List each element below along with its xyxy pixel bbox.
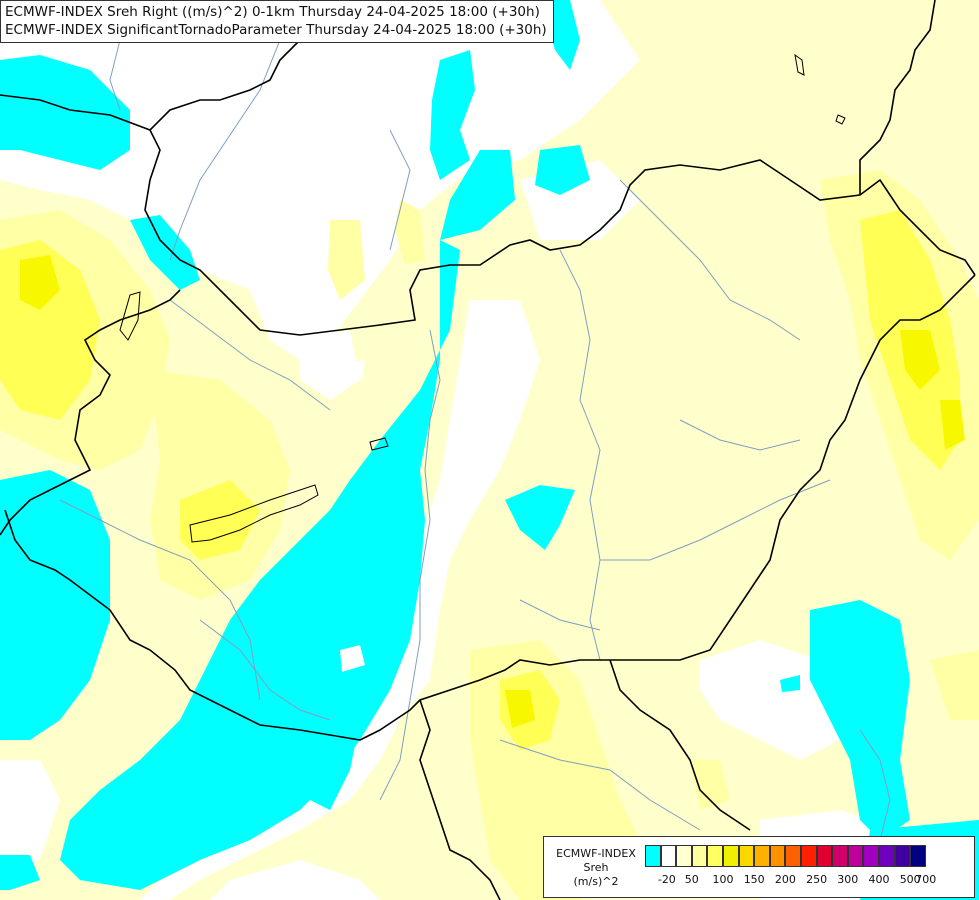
legend-swatch (800, 845, 817, 867)
legend-swatch (691, 845, 708, 867)
legend-swatch (660, 845, 677, 867)
legend-tick-label: 50 (684, 873, 699, 886)
legend-tick-label: 250 (806, 873, 828, 886)
legend-swatch (910, 845, 926, 867)
legend-unit: (m/s)^2 (573, 875, 619, 888)
legend-swatch (847, 845, 864, 867)
legend-source: ECMWF-INDEX (556, 847, 636, 860)
legend-swatch (785, 845, 801, 867)
legend-swatch (863, 845, 879, 867)
legend-tick-label: 150 (743, 873, 765, 886)
legend-ticks: -20 50 100 150 200 250 300 400 500 700 (645, 873, 975, 889)
legend-title: ECMWF-INDEX Sreh (m/s)^2 (550, 847, 642, 889)
legend-tick-label: -20 (657, 873, 676, 886)
legend-tick-label: 500 (899, 873, 921, 886)
legend-swatches (645, 845, 926, 867)
legend-swatch (816, 845, 833, 867)
legend-swatch (878, 845, 895, 867)
legend-tick-label: 400 (868, 873, 890, 886)
legend-tick-label: 200 (774, 873, 796, 886)
legend-swatch (707, 845, 723, 867)
legend-swatch (832, 845, 848, 867)
map-title-box: ECMWF-INDEX Sreh Right ((m/s)^2) 0-1km T… (0, 0, 554, 43)
legend-swatch (645, 845, 661, 867)
legend-swatch (676, 845, 692, 867)
legend-tick-label: 300 (837, 873, 859, 886)
color-legend: ECMWF-INDEX Sreh (m/s)^2 -20 50 100 150 200 2… (543, 836, 975, 898)
legend-swatch (738, 845, 755, 867)
bright-yellow-areas (20, 255, 965, 728)
legend-variable: Sreh (583, 861, 609, 874)
legend-tick-label: 700 (915, 873, 937, 886)
legend-swatch (754, 845, 770, 867)
map-title-line2: ECMWF-INDEX SignificantTornadoParameter … (5, 22, 547, 38)
map-title-line1: ECMWF-INDEX Sreh Right ((m/s)^2) 0-1km T… (5, 4, 540, 20)
legend-swatch (722, 845, 739, 867)
legend-swatch (769, 845, 786, 867)
legend-tick-label: 100 (712, 873, 734, 886)
legend-swatch (894, 845, 911, 867)
lakes (119, 53, 846, 543)
